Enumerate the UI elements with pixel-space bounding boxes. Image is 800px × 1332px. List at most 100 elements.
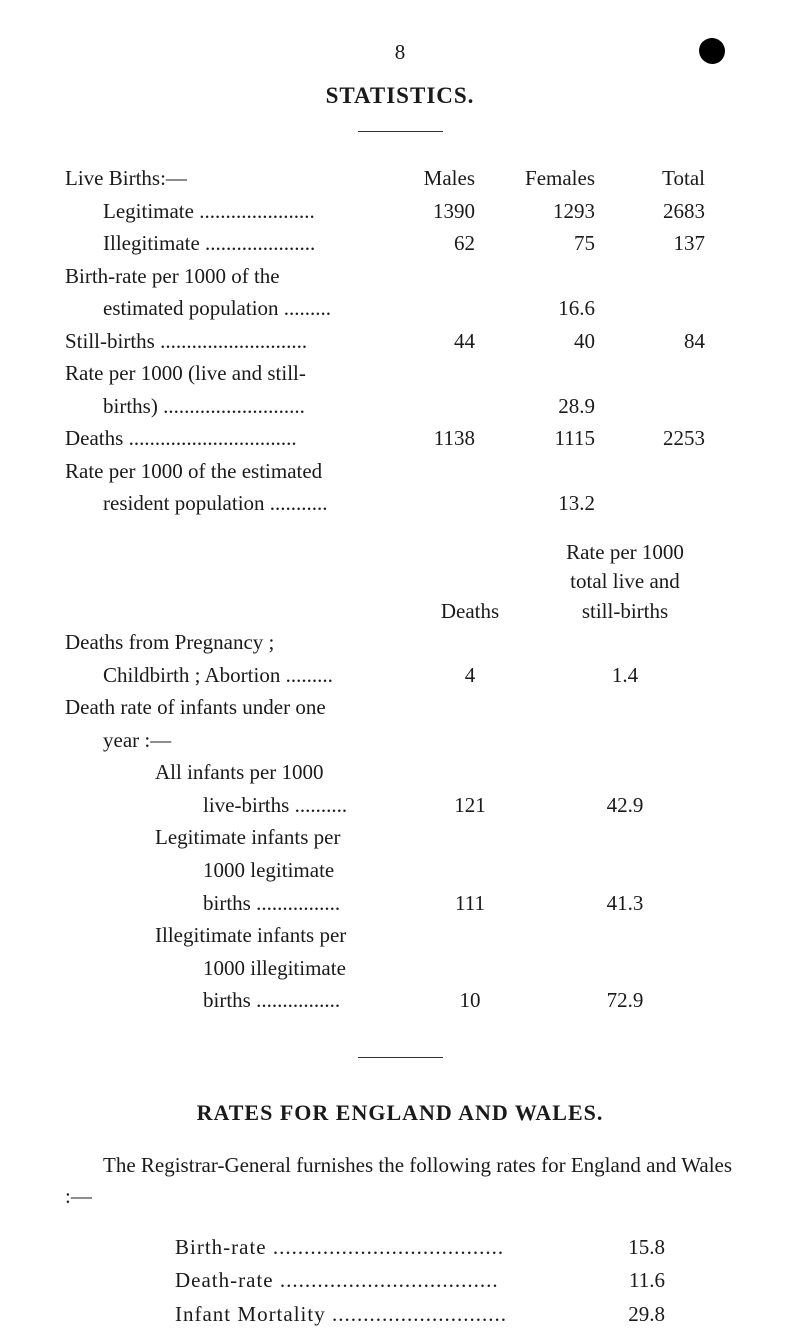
row-label: births ................ <box>65 887 405 920</box>
row-label: resident population ........... <box>65 487 385 520</box>
cell <box>535 626 715 659</box>
row-label: year :— <box>65 724 405 757</box>
spacer <box>405 538 535 567</box>
page-number-row: 8 <box>65 40 735 65</box>
cell: 84 <box>615 325 715 358</box>
cell: 16.6 <box>495 292 615 325</box>
cell: 72.9 <box>535 984 715 1017</box>
document-page: 8 STATISTICS. Live Births:— Males Female… <box>0 0 800 1320</box>
row-label: Deaths ................................ <box>65 422 385 455</box>
spacer <box>65 597 405 626</box>
spacer <box>65 538 405 567</box>
header-deaths: Deaths <box>405 597 535 626</box>
cell: 1138 <box>385 422 495 455</box>
row-label: 1000 legitimate <box>65 854 405 887</box>
row-label: Death rate of infants under one <box>65 691 405 724</box>
row-label: 1000 illegitimate <box>65 952 405 985</box>
rates-table: Birth-rate .............................… <box>175 1231 735 1332</box>
cell <box>405 756 535 789</box>
rate-value: 15.8 <box>585 1231 665 1265</box>
row-label: births ................ <box>65 984 405 1017</box>
row-label: Deaths from Pregnancy ; <box>65 626 405 659</box>
cell <box>385 292 495 325</box>
cell <box>535 821 715 854</box>
section-title: RATES FOR ENGLAND AND WALES. <box>65 1100 735 1126</box>
cell <box>615 487 715 520</box>
cell <box>495 260 615 293</box>
row-label: All infants per 1000 <box>65 756 405 789</box>
statistics-table-2: Rate per 1000 total live and Deaths stil… <box>65 538 735 1017</box>
header-females: Females <box>495 162 615 195</box>
page-number: 8 <box>395 40 406 64</box>
cell: 137 <box>615 227 715 260</box>
cell: 1293 <box>495 195 615 228</box>
rate-value: 29.8 <box>585 1298 665 1332</box>
cell <box>405 724 535 757</box>
row-label: Still-births ...........................… <box>65 325 385 358</box>
divider <box>358 131 443 132</box>
cell <box>405 952 535 985</box>
cell <box>385 260 495 293</box>
row-label: Illegitimate infants per <box>65 919 405 952</box>
row-label: estimated population ......... <box>65 292 385 325</box>
ink-blot-icon <box>699 38 725 64</box>
rate-label: Death-rate .............................… <box>175 1264 585 1298</box>
cell: 1.4 <box>535 659 715 692</box>
cell: 121 <box>405 789 535 822</box>
statistics-table-1: Live Births:— Males Females Total Legiti… <box>65 162 735 520</box>
cell: 1115 <box>495 422 615 455</box>
cell <box>405 821 535 854</box>
page-title: STATISTICS. <box>65 83 735 109</box>
header-males: Males <box>385 162 495 195</box>
cell: 41.3 <box>535 887 715 920</box>
row-label: Birth-rate per 1000 of the <box>65 260 385 293</box>
rate-value: 11.6 <box>585 1264 665 1298</box>
cell <box>405 626 535 659</box>
cell <box>385 455 495 488</box>
cell <box>495 455 615 488</box>
cell: 44 <box>385 325 495 358</box>
cell: 4 <box>405 659 535 692</box>
cell <box>615 390 715 423</box>
cell <box>385 487 495 520</box>
cell <box>535 691 715 724</box>
divider <box>358 1057 443 1058</box>
header-total: Total <box>615 162 715 195</box>
cell <box>535 854 715 887</box>
cell: 2253 <box>615 422 715 455</box>
cell: 42.9 <box>535 789 715 822</box>
spacer <box>65 567 405 596</box>
cell <box>535 952 715 985</box>
spacer <box>405 567 535 596</box>
cell: 62 <box>385 227 495 260</box>
row-label: Rate per 1000 (live and still- <box>65 357 385 390</box>
cell <box>385 390 495 423</box>
cell: 2683 <box>615 195 715 228</box>
cell: 1390 <box>385 195 495 228</box>
cell <box>615 455 715 488</box>
cell <box>535 919 715 952</box>
cell <box>405 854 535 887</box>
cell: 10 <box>405 984 535 1017</box>
cell: 13.2 <box>495 487 615 520</box>
cell <box>615 260 715 293</box>
cell: 40 <box>495 325 615 358</box>
row-label: live-births .......... <box>65 789 405 822</box>
row-label: Rate per 1000 of the estimated <box>65 455 385 488</box>
cell <box>535 756 715 789</box>
row-label: Legitimate ...................... <box>65 195 385 228</box>
cell: 28.9 <box>495 390 615 423</box>
header-total-live: total live and <box>535 567 715 596</box>
cell <box>385 357 495 390</box>
header-still-births: still-births <box>535 597 715 626</box>
rate-label: Infant Mortality .......................… <box>175 1298 585 1332</box>
row-label: Legitimate infants per <box>65 821 405 854</box>
paragraph: The Registrar-General furnishes the foll… <box>65 1150 735 1213</box>
header-rate-per-1000: Rate per 1000 <box>535 538 715 567</box>
rate-label: Birth-rate .............................… <box>175 1231 585 1265</box>
row-label: Illegitimate ..................... <box>65 227 385 260</box>
cell <box>405 919 535 952</box>
cell <box>495 357 615 390</box>
cell <box>535 724 715 757</box>
cell <box>615 357 715 390</box>
